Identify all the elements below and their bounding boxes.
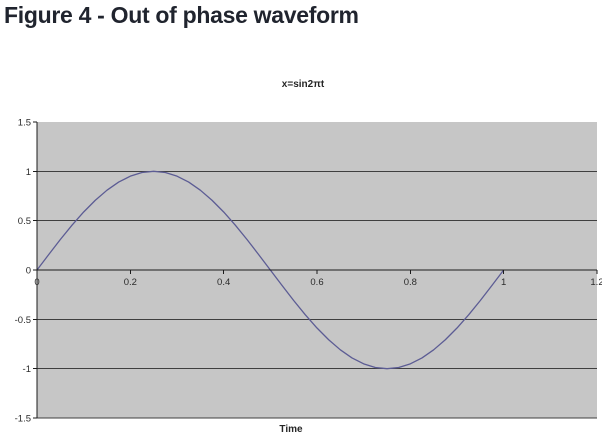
y-tick-label: -1.5 [15, 414, 31, 425]
x-tick-label: 0.6 [310, 277, 323, 288]
x-tick-label: 0.4 [217, 277, 230, 288]
y-tick-label: 0 [26, 266, 31, 277]
x-tick-label: 0 [34, 277, 39, 288]
y-tick-label: 0.5 [18, 216, 31, 227]
x-axis-title: Time [279, 424, 303, 435]
chart-title: x=sin2πt [281, 79, 325, 90]
y-tick-label: 1 [26, 167, 31, 178]
x-tick-label: 0.8 [404, 277, 417, 288]
y-tick-label: 1.5 [18, 118, 31, 129]
y-tick-label: -0.5 [15, 315, 31, 326]
x-tick-label: 1.2 [590, 277, 602, 288]
x-tick-label: 1 [501, 277, 506, 288]
x-tick-label: 0.2 [124, 277, 137, 288]
figure-caption: Figure 4 - Out of phase waveform [4, 2, 359, 28]
y-tick-label: -1 [23, 364, 31, 375]
